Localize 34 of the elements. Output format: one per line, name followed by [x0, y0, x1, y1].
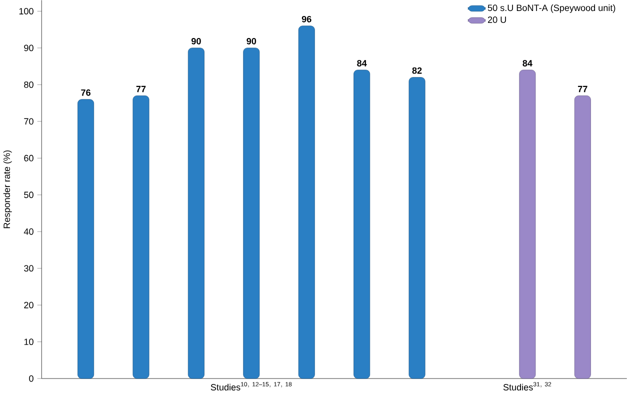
y-tick-label: 100 [19, 8, 34, 15]
y-tick-label: 40 [24, 228, 34, 235]
legend-label: 20 U [488, 16, 506, 23]
bar [132, 96, 150, 379]
y-tick-label: 20 [24, 302, 34, 308]
data-label: 90 [246, 38, 256, 44]
x-tick-label: $\mathrm{Studies}^{\mathrm{31,\ 32}}$ [503, 382, 552, 391]
bar [354, 70, 370, 379]
bar [574, 96, 591, 379]
data-label: 84 [357, 60, 367, 67]
y-tick-label: 0 [29, 375, 34, 382]
x-tick-label: $\mathrm{Studies}^{\mathrm{10,\ 12–15,\ 17,\ 18}}$ [210, 382, 292, 391]
data-label: 90 [191, 38, 201, 44]
y-tick-label: 80 [24, 82, 34, 88]
y-tick-label: 10 [24, 338, 34, 346]
bar [243, 48, 260, 379]
bar [188, 48, 204, 379]
bar [78, 99, 94, 379]
y-tick-label: 30 [24, 265, 34, 272]
data-label: 96 [302, 16, 312, 22]
bar [519, 70, 536, 379]
data-label: 77 [578, 86, 588, 92]
data-label: 82 [412, 67, 422, 74]
y-tick-label: 90 [24, 44, 34, 52]
y-axis-title: Responder rate (%) [3, 150, 12, 228]
data-label: 77 [136, 86, 146, 92]
y-tick-label: 50 [24, 192, 34, 198]
bar [408, 77, 426, 379]
y-tick-label: 70 [24, 118, 34, 125]
legend-label: 50 s.U BoNT-A (Speywood unit) [488, 4, 616, 13]
data-label: 84 [522, 60, 532, 67]
bar [298, 26, 315, 379]
data-label: 76 [81, 90, 90, 96]
y-tick-label: 60 [24, 155, 34, 162]
